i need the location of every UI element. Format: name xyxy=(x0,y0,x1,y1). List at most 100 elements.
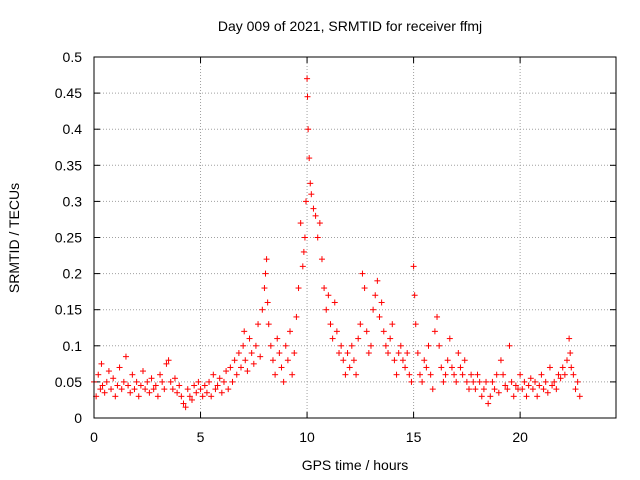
data-point xyxy=(302,198,309,205)
data-point xyxy=(318,256,325,263)
data-point xyxy=(527,375,534,382)
data-point xyxy=(154,393,161,400)
data-point xyxy=(291,350,298,357)
data-point xyxy=(442,371,449,378)
data-point xyxy=(301,234,308,241)
data-point xyxy=(372,292,379,299)
x-tick-label: 15 xyxy=(406,429,422,445)
data-point xyxy=(393,371,400,378)
data-point xyxy=(235,350,242,357)
data-point xyxy=(382,342,389,349)
data-point xyxy=(404,350,411,357)
data-point xyxy=(561,371,568,378)
data-point xyxy=(137,382,144,389)
data-point xyxy=(329,335,336,342)
data-point xyxy=(521,378,528,385)
data-point xyxy=(529,386,536,393)
data-point xyxy=(193,389,200,396)
data-point xyxy=(103,378,110,385)
data-point xyxy=(542,378,549,385)
data-point xyxy=(357,321,364,328)
data-point xyxy=(276,350,283,357)
data-point xyxy=(374,277,381,284)
data-point xyxy=(203,389,210,396)
data-point xyxy=(359,270,366,277)
data-point xyxy=(304,75,311,82)
data-point xyxy=(118,386,125,393)
data-point xyxy=(367,342,374,349)
data-point xyxy=(489,378,496,385)
x-tick-label: 0 xyxy=(90,429,98,445)
data-point xyxy=(555,371,562,378)
data-point xyxy=(191,382,198,389)
data-point xyxy=(161,386,168,393)
data-point xyxy=(299,263,306,270)
data-point xyxy=(127,389,134,396)
data-point xyxy=(459,371,466,378)
data-point xyxy=(274,335,281,342)
data-point xyxy=(114,382,121,389)
data-point xyxy=(272,371,279,378)
data-point xyxy=(252,342,259,349)
data-point xyxy=(98,360,105,367)
data-point xyxy=(263,256,270,263)
data-point xyxy=(519,386,526,393)
data-points xyxy=(91,75,583,411)
data-point xyxy=(342,371,349,378)
data-point xyxy=(361,285,368,292)
data-point xyxy=(267,342,274,349)
data-point xyxy=(421,357,428,364)
data-point xyxy=(246,335,253,342)
data-point xyxy=(411,292,418,299)
data-point xyxy=(116,364,123,371)
data-point xyxy=(453,378,460,385)
data-point xyxy=(474,371,481,378)
data-point xyxy=(497,357,504,364)
data-point xyxy=(278,364,285,371)
data-point xyxy=(538,371,545,378)
data-point xyxy=(412,321,419,328)
data-point xyxy=(438,364,445,371)
data-point xyxy=(570,371,577,378)
data-point xyxy=(506,342,513,349)
data-point xyxy=(261,285,268,292)
data-point xyxy=(257,353,264,360)
data-point xyxy=(310,205,317,212)
data-point xyxy=(457,364,464,371)
data-point xyxy=(387,335,394,342)
data-point xyxy=(491,386,498,393)
data-point xyxy=(189,396,196,403)
data-point xyxy=(487,393,494,400)
data-point xyxy=(297,220,304,227)
data-point xyxy=(455,350,462,357)
data-point xyxy=(485,400,492,407)
data-point xyxy=(576,393,583,400)
data-point xyxy=(180,400,187,407)
y-tick-label: 0.2 xyxy=(63,266,83,282)
data-point xyxy=(567,350,574,357)
data-point xyxy=(135,393,142,400)
data-point xyxy=(532,378,539,385)
data-point xyxy=(210,371,217,378)
data-point xyxy=(476,378,483,385)
data-point xyxy=(399,357,406,364)
data-point xyxy=(110,375,117,382)
data-point xyxy=(338,342,345,349)
data-point xyxy=(472,386,479,393)
data-point xyxy=(269,357,276,364)
data-point xyxy=(431,328,438,335)
data-point xyxy=(389,321,396,328)
data-point xyxy=(241,328,248,335)
data-point xyxy=(304,93,311,100)
data-point xyxy=(536,382,543,389)
data-point xyxy=(448,364,455,371)
data-point xyxy=(233,371,240,378)
data-point xyxy=(353,371,360,378)
data-point xyxy=(574,378,581,385)
data-point xyxy=(280,378,287,385)
data-point xyxy=(408,378,415,385)
data-point xyxy=(287,328,294,335)
data-point xyxy=(465,386,472,393)
x-tick-label: 10 xyxy=(299,429,315,445)
